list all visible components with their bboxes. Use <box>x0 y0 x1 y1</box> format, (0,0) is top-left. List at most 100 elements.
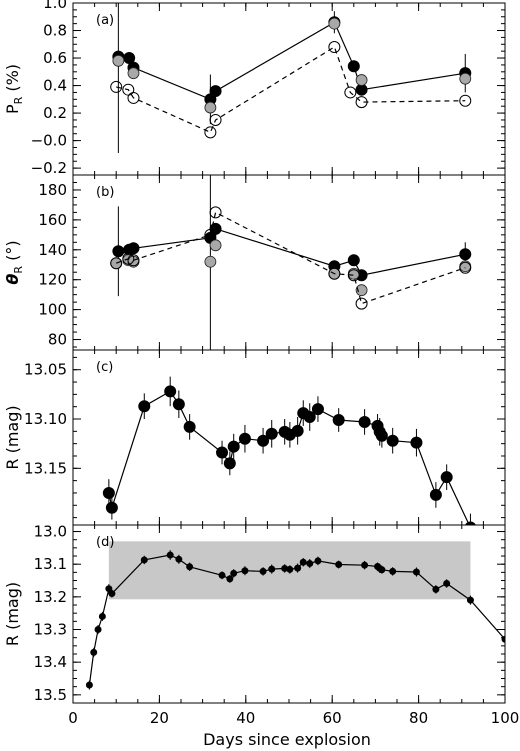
x-tick-label: 40 <box>236 709 255 727</box>
data-point <box>355 96 368 109</box>
y-tick-label: 13.05 <box>24 361 67 379</box>
y-tick-label: −0.0 <box>31 132 67 150</box>
data-point <box>294 564 302 572</box>
data-point <box>112 54 125 67</box>
data-point <box>102 486 115 499</box>
data-point <box>241 567 249 575</box>
data-point <box>218 571 226 579</box>
panel-a: −0.2 −0.0 0.2 0.4 0.6 0.8 1.0 (a) PR (%) <box>3 0 506 177</box>
data-point <box>127 67 140 80</box>
data-point <box>335 561 343 569</box>
data-point <box>443 579 451 587</box>
data-point <box>429 488 442 501</box>
data-point <box>259 567 267 575</box>
data-point <box>459 94 472 107</box>
data-point <box>303 411 316 424</box>
x-tick-label: 100 <box>491 709 520 727</box>
data-point <box>286 565 294 573</box>
y-axis-label: PR (%) <box>3 64 25 114</box>
data-point <box>110 80 123 93</box>
y-tick-label: 13.0 <box>34 523 67 541</box>
data-point <box>90 648 98 656</box>
data-point <box>204 101 217 114</box>
data-point <box>347 60 360 73</box>
panel-label: (b) <box>96 185 114 200</box>
data-point <box>268 565 276 573</box>
data-point <box>204 255 217 268</box>
data-point <box>355 297 368 310</box>
y-axis-label: R (mag) <box>3 405 22 469</box>
data-point <box>328 41 341 54</box>
y-tick-label: −0.2 <box>31 159 67 177</box>
data-point <box>265 427 278 440</box>
data-point <box>347 254 360 267</box>
panel-b: 80 100 120 140 160 180 (b) θR (°) <box>3 174 506 351</box>
data-point <box>98 612 106 620</box>
data-point <box>440 471 453 484</box>
data-point <box>216 446 229 459</box>
data-point <box>164 385 177 398</box>
data-point <box>344 86 357 99</box>
data-point <box>127 254 140 267</box>
y-axis-label: θR (°) <box>3 240 25 284</box>
data-point <box>299 558 307 566</box>
panel-label: (a) <box>96 13 114 28</box>
y-tick-label: 13.2 <box>34 588 67 606</box>
data-point <box>127 242 140 255</box>
series-grey <box>110 239 472 297</box>
y-tick-label: 13.10 <box>24 410 67 428</box>
data-point <box>358 415 371 428</box>
data-point <box>183 420 196 433</box>
data-point <box>172 398 185 411</box>
data-point <box>466 596 474 604</box>
series-line <box>116 46 466 134</box>
data-point <box>375 429 388 442</box>
data-point <box>464 521 476 525</box>
y-tick-label: 13.3 <box>34 621 67 639</box>
data-point <box>328 17 341 30</box>
data-point <box>105 585 113 593</box>
data-point <box>361 561 369 569</box>
series-dashed-open <box>110 206 472 310</box>
data-point <box>127 91 140 104</box>
x-tick-label: 80 <box>409 709 428 727</box>
y-axis-label: R (mag) <box>3 582 22 646</box>
y-tick-label: 160 <box>38 211 67 229</box>
data-point <box>209 85 222 98</box>
data-point <box>459 248 472 261</box>
plot-frame <box>72 2 506 176</box>
data-point <box>186 563 194 571</box>
data-point <box>204 126 217 139</box>
series-solid-filled <box>112 3 472 153</box>
data-point <box>328 267 341 280</box>
y-tick-label: 0.2 <box>43 104 67 122</box>
data-point <box>204 228 217 241</box>
series-dashed-open <box>110 41 472 139</box>
x-axis-label: Days since explosion <box>203 730 371 749</box>
data-point <box>209 239 222 252</box>
panel-c: 13.05 13.10 13.15 (c) R (mag) <box>3 349 506 526</box>
data-point <box>432 585 440 593</box>
y-tick-label: 13.5 <box>34 686 67 704</box>
data-point <box>166 551 174 559</box>
y-tick-label: 0.4 <box>43 77 67 95</box>
data-point <box>314 557 322 565</box>
data-point <box>110 257 123 270</box>
data-point <box>412 568 420 576</box>
series-line <box>118 21 466 101</box>
data-point <box>410 436 423 449</box>
data-point <box>459 261 472 274</box>
y-tick-label: 120 <box>38 271 67 289</box>
data-point <box>105 501 118 514</box>
data-point <box>459 72 472 85</box>
data-point <box>85 681 93 689</box>
data-point <box>226 575 234 583</box>
data-point <box>386 434 399 447</box>
panel-d: 13.0 13.1 13.2 13.3 13.4 13.5 (d) R (mag) <box>3 523 506 704</box>
data-point <box>138 400 151 413</box>
data-point <box>378 566 386 574</box>
y-tick-label: 13.1 <box>34 555 67 573</box>
series-solid-filled <box>102 376 476 525</box>
data-point <box>209 206 222 219</box>
series-solid-filled <box>112 175 472 350</box>
